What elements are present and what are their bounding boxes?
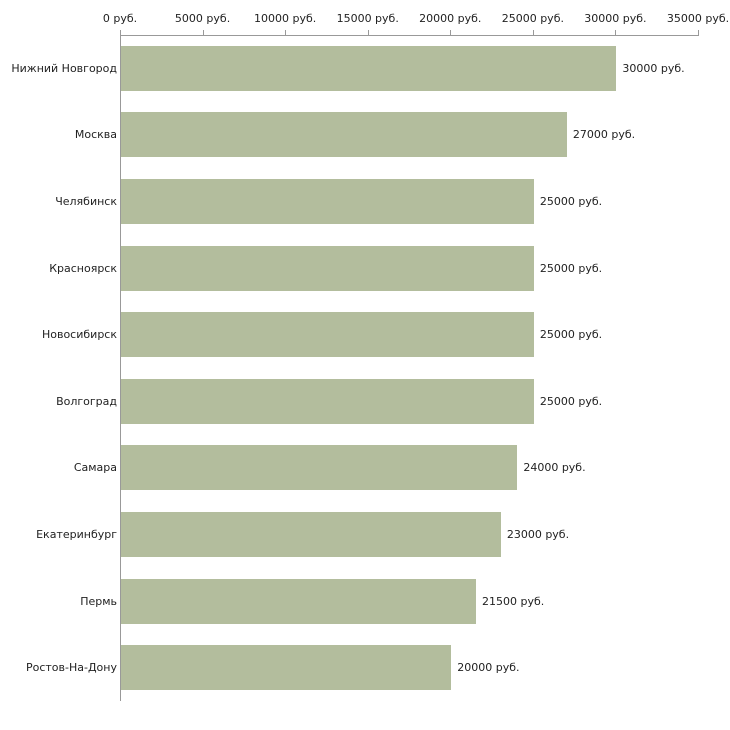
x-tick-mark xyxy=(450,30,452,35)
category-label: Красноярск xyxy=(49,261,117,275)
bar-track: 27000 руб. xyxy=(121,102,730,169)
bar-row: Москва 27000 руб. xyxy=(0,102,730,169)
bar[interactable] xyxy=(121,112,567,158)
bar-track: 30000 руб. xyxy=(121,35,730,102)
x-tick-label: 25000 руб. xyxy=(501,12,564,25)
value-label: 21500 руб. xyxy=(482,594,545,608)
bar[interactable] xyxy=(121,312,534,358)
category-label: Пермь xyxy=(80,594,117,608)
x-tick-label: 15000 руб. xyxy=(336,12,399,25)
value-label: 25000 руб. xyxy=(539,194,603,208)
bar-row: Красноярск 25000 руб. xyxy=(0,235,730,302)
value-label: 23000 руб. xyxy=(506,527,570,541)
x-tick-label: 10000 руб. xyxy=(254,12,317,25)
category-label: Екатеринбург xyxy=(36,527,117,541)
bar[interactable] xyxy=(121,445,518,491)
bar[interactable] xyxy=(121,245,534,291)
category-label: Ростов-На-Дону xyxy=(25,661,117,675)
bar-row: Ростов-На-Дону 20000 руб. xyxy=(0,634,730,701)
x-axis-line xyxy=(120,35,699,36)
bar-track: 23000 руб. xyxy=(121,501,730,568)
x-tick-mark xyxy=(698,30,699,35)
bar-row: Волгоград 25000 руб. xyxy=(0,368,730,435)
x-tick-label: 0 руб. xyxy=(102,12,138,25)
bar-row: Самара 24000 руб. xyxy=(0,435,730,502)
bar[interactable] xyxy=(121,645,452,691)
value-label: 24000 руб. xyxy=(523,461,586,475)
bar-track: 24000 руб. xyxy=(121,435,730,502)
x-tick-mark xyxy=(120,30,121,35)
value-label: 30000 руб. xyxy=(622,61,685,75)
x-tick-label: 5000 руб. xyxy=(174,12,231,25)
value-label: 25000 руб. xyxy=(539,394,603,408)
value-label: 20000 руб. xyxy=(457,661,520,675)
category-label: Москва xyxy=(74,128,117,142)
bar-row: Пермь 21500 руб. xyxy=(0,568,730,635)
bar-track: 25000 руб. xyxy=(121,368,730,435)
x-tick-label: 35000 руб. xyxy=(666,12,730,25)
bar-row: Челябинск 25000 руб. xyxy=(0,168,730,235)
category-label: Самара xyxy=(73,461,117,475)
category-label: Челябинск xyxy=(55,194,117,208)
bar-track: 20000 руб. xyxy=(121,634,730,701)
x-tick-mark xyxy=(367,30,369,35)
x-tick-label: 30000 руб. xyxy=(584,12,647,25)
bar[interactable] xyxy=(121,45,617,91)
bar-row: Екатеринбург 23000 руб. xyxy=(0,501,730,568)
bar-rows: Нижний Новгород 30000 руб. Москва 27000 руб… xyxy=(0,35,730,701)
x-axis: 0 руб. 5000 руб. 10000 руб. 15000 руб. 20000… xyxy=(103,0,729,35)
bar-track: 25000 руб. xyxy=(121,301,730,368)
category-label: Нижний Новгород xyxy=(11,61,117,75)
value-label: 27000 руб. xyxy=(572,128,636,142)
bar-row: Нижний Новгород 30000 руб. xyxy=(0,35,730,102)
bar-track: 25000 руб. xyxy=(121,235,730,302)
bar[interactable] xyxy=(121,378,534,424)
x-tick-mark xyxy=(202,30,204,35)
x-tick-label: 20000 руб. xyxy=(419,12,482,25)
bar-track: 25000 руб. xyxy=(121,168,730,235)
x-tick-mark xyxy=(615,30,617,35)
category-label: Новосибирск xyxy=(41,328,117,342)
value-label: 25000 руб. xyxy=(539,261,603,275)
bar-track: 21500 руб. xyxy=(121,568,730,635)
bar-row: Новосибирск 25000 руб. xyxy=(0,301,730,368)
bar[interactable] xyxy=(121,178,534,224)
x-tick-mark xyxy=(285,30,287,35)
bar[interactable] xyxy=(121,511,501,557)
x-tick-mark xyxy=(532,30,534,35)
value-label: 25000 руб. xyxy=(539,328,603,342)
bar[interactable] xyxy=(121,578,477,624)
category-label: Волгоград xyxy=(56,394,117,408)
y-axis-line xyxy=(120,35,121,701)
